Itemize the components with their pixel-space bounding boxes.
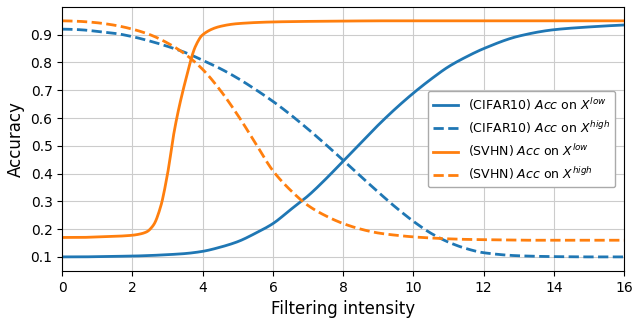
(SVHN) $Acc$ on $X^{high}$ xyxy=(325,215,333,219)
(SVHN) $Acc$ on $X^{high}$ xyxy=(608,238,616,242)
(CIFAR10) $Acc$ on $X^{high}$ xyxy=(58,27,66,31)
(SVHN) $Acc$ on $X^{high}$ xyxy=(520,238,528,242)
(SVHN) $Acc$ on $X^{low}$ xyxy=(325,19,333,23)
(CIFAR10) $Acc$ on $X^{high}$ xyxy=(620,255,628,259)
(SVHN) $Acc$ on $X^{low}$ xyxy=(608,19,616,23)
(CIFAR10) $Acc$ on $X^{low}$ xyxy=(58,255,66,259)
(CIFAR10) $Acc$ on $X^{low}$ xyxy=(519,33,527,37)
(SVHN) $Acc$ on $X^{high}$ xyxy=(362,228,370,232)
Line: (SVHN) $Acc$ on $X^{low}$: (SVHN) $Acc$ on $X^{low}$ xyxy=(62,21,624,238)
Line: (CIFAR10) $Acc$ on $X^{high}$: (CIFAR10) $Acc$ on $X^{high}$ xyxy=(62,29,624,257)
(SVHN) $Acc$ on $X^{low}$ xyxy=(520,19,528,23)
(SVHN) $Acc$ on $X^{low}$ xyxy=(375,19,383,23)
(CIFAR10) $Acc$ on $X^{high}$ xyxy=(325,146,333,150)
(SVHN) $Acc$ on $X^{low}$ xyxy=(329,19,337,23)
(SVHN) $Acc$ on $X^{low}$ xyxy=(394,19,402,23)
(SVHN) $Acc$ on $X^{low}$ xyxy=(58,236,66,240)
(SVHN) $Acc$ on $X^{high}$ xyxy=(620,238,628,242)
Legend: (CIFAR10) $Acc$ on $X^{low}$, (CIFAR10) $Acc$ on $X^{high}$, (SVHN) $Acc$ on $X^: (CIFAR10) $Acc$ on $X^{low}$, (CIFAR10) … xyxy=(428,91,615,187)
(SVHN) $Acc$ on $X^{low}$ xyxy=(620,19,628,23)
(SVHN) $Acc$ on $X^{high}$ xyxy=(58,19,66,23)
(CIFAR10) $Acc$ on $X^{low}$ xyxy=(393,106,401,110)
(CIFAR10) $Acc$ on $X^{high}$ xyxy=(586,255,593,259)
(CIFAR10) $Acc$ on $X^{low}$ xyxy=(329,170,337,174)
Line: (SVHN) $Acc$ on $X^{high}$: (SVHN) $Acc$ on $X^{high}$ xyxy=(62,21,624,240)
Y-axis label: Accuracy: Accuracy xyxy=(7,101,25,177)
(CIFAR10) $Acc$ on $X^{high}$ xyxy=(362,179,370,183)
(CIFAR10) $Acc$ on $X^{low}$ xyxy=(325,174,333,177)
(SVHN) $Acc$ on $X^{high}$ xyxy=(516,238,524,242)
(SVHN) $Acc$ on $X^{low}$ xyxy=(362,19,370,23)
Line: (CIFAR10) $Acc$ on $X^{low}$: (CIFAR10) $Acc$ on $X^{low}$ xyxy=(62,25,624,257)
(CIFAR10) $Acc$ on $X^{high}$ xyxy=(519,254,527,258)
(SVHN) $Acc$ on $X^{high}$ xyxy=(393,233,401,237)
(CIFAR10) $Acc$ on $X^{high}$ xyxy=(329,149,337,152)
(SVHN) $Acc$ on $X^{high}$ xyxy=(329,217,337,221)
X-axis label: Filtering intensity: Filtering intensity xyxy=(271,300,415,318)
(CIFAR10) $Acc$ on $X^{high}$ xyxy=(608,255,616,259)
(CIFAR10) $Acc$ on $X^{low}$ xyxy=(362,135,370,139)
(CIFAR10) $Acc$ on $X^{low}$ xyxy=(607,24,614,28)
(CIFAR10) $Acc$ on $X^{low}$ xyxy=(620,23,628,27)
(CIFAR10) $Acc$ on $X^{high}$ xyxy=(393,206,401,210)
